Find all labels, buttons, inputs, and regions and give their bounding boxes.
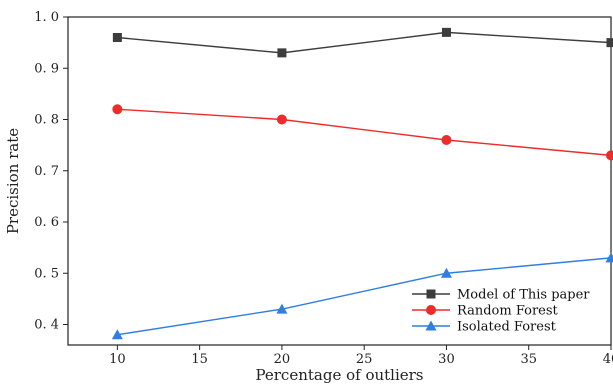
x-tick-label: 25	[356, 352, 373, 367]
y-tick-label: 0. 6	[34, 215, 59, 230]
series-1	[112, 27, 613, 58]
x-tick-label: 20	[274, 352, 291, 367]
legend-item: Isolated Forest	[412, 320, 557, 335]
y-axis-title: Precision rate	[4, 128, 22, 234]
data-point-marker	[441, 27, 451, 37]
data-point-marker	[276, 114, 287, 125]
x-tick-label: 40	[603, 352, 613, 367]
plot-frame	[67, 16, 612, 346]
x-tick-label: 15	[191, 352, 208, 367]
data-point-marker	[112, 104, 123, 115]
x-axis-title: Percentage of outliers	[255, 366, 423, 384]
legend-marker	[426, 289, 436, 299]
data-point-marker	[276, 303, 288, 314]
x-tick-label: 10	[109, 352, 126, 367]
legend-label: Random Forest	[457, 304, 559, 319]
data-point-marker	[112, 33, 122, 42]
data-point-marker	[440, 267, 452, 278]
series-layer	[111, 27, 613, 340]
data-point-marker	[441, 135, 452, 145]
y-tick-label: 1. 0	[34, 10, 59, 25]
y-tick-label: 0. 8	[34, 113, 59, 128]
y-tick-label: 0. 4	[34, 318, 59, 333]
series-line	[117, 108, 612, 157]
legend-item: Model of This paper	[412, 288, 590, 303]
x-tick-label: 35	[520, 352, 537, 367]
plot-border	[67, 16, 612, 346]
y-axis-ticks: 0. 4 0. 5 0. 6 0. 7 0. 8 0. 9 1. 0	[34, 10, 68, 333]
x-axis-ticks: 10 15 20 25 30 35 40	[109, 345, 613, 367]
data-point-marker	[605, 252, 613, 263]
data-point-marker	[606, 150, 613, 161]
y-tick-label: 0. 5	[34, 266, 59, 281]
series-3	[111, 252, 613, 340]
legend-label: Model of This paper	[457, 288, 590, 303]
data-point-marker	[277, 48, 287, 58]
legend-label: Isolated Forest	[457, 320, 557, 335]
series-line	[117, 31, 612, 54]
legend-marker	[426, 305, 436, 315]
legend-marker	[425, 320, 437, 331]
data-point-marker	[111, 329, 123, 340]
x-tick-label: 30	[438, 352, 455, 367]
y-tick-label: 0. 9	[34, 61, 59, 76]
series-line	[117, 257, 612, 336]
data-point-marker	[606, 38, 613, 48]
y-tick-label: 0. 7	[34, 164, 59, 179]
legend-item: Random Forest	[412, 304, 559, 319]
series-2	[112, 104, 613, 161]
